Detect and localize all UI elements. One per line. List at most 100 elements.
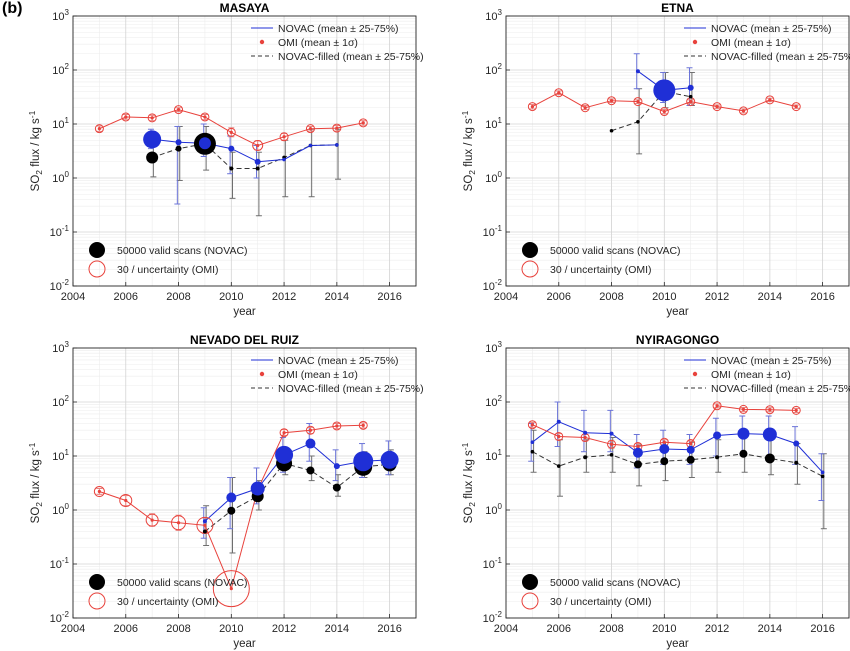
y-label-part: flux / kg s [463, 450, 475, 502]
novac-filled-marker [556, 464, 561, 468]
tick-exponent: -1 [62, 556, 70, 565]
x-axis-label: year [233, 306, 256, 318]
novac-marker [556, 419, 561, 424]
omi-marker-circle [554, 88, 564, 98]
tick-base: 10 [483, 613, 495, 625]
x-tick-label: 2014 [758, 623, 782, 635]
legend-omi-swatch [259, 39, 265, 45]
tick-exponent: -1 [495, 224, 503, 233]
omi-marker-circle [171, 515, 187, 531]
omi-marker-dot [530, 105, 534, 109]
tick-base: 10 [485, 343, 497, 355]
omi-marker-dot [335, 424, 339, 428]
y-tick-label: 102 [485, 394, 502, 409]
novac-marker [609, 431, 614, 436]
size-legend-novac-marker [522, 574, 538, 590]
novac-marker [250, 481, 265, 496]
novac-marker [583, 430, 588, 435]
omi-marker-circle [633, 97, 643, 107]
legend-omi-label: OMI (mean ± 1σ) [278, 369, 358, 381]
x-tick-label: 2004 [494, 623, 518, 635]
novac-filled-marker [530, 449, 535, 454]
novac-filled-marker [794, 460, 799, 465]
novac-marker [335, 143, 339, 147]
novac-filled-marker [202, 529, 207, 534]
legend-omi-swatch [692, 39, 698, 45]
novac-marker [305, 438, 316, 449]
legend-novac-label: NOVAC (mean ± 25-75%) [278, 23, 399, 35]
omi-marker-dot [124, 115, 128, 119]
y-label-sub: 2 [467, 502, 477, 507]
legend-filled-label: NOVAC-filled (mean ± 25-75%) [711, 51, 850, 63]
tick-exponent: 1 [498, 116, 503, 125]
x-tick-label: 2016 [377, 291, 401, 303]
y-tick-label: 101 [485, 448, 502, 463]
y-label-sup: -1 [27, 442, 37, 450]
novac-filled-marker [633, 460, 642, 469]
omi-marker-dot [794, 105, 798, 109]
omi-marker-circle [332, 123, 342, 133]
omi-marker-dot [203, 115, 207, 119]
chart-panel-1: 2004 2006 2008 2010 2012 2014 201610-210-11001… [460, 1, 850, 318]
tick-exponent: 1 [65, 448, 70, 457]
y-tick-label: 10-1 [483, 556, 503, 571]
x-tick-label: 2006 [547, 623, 571, 635]
tick-base: 10 [52, 451, 64, 463]
novac-marker [635, 69, 640, 74]
tick-base: 10 [50, 613, 62, 625]
omi-marker-circle [305, 124, 315, 134]
novac-marker [737, 427, 750, 440]
novac-line [152, 138, 337, 163]
tick-base: 10 [52, 11, 64, 23]
x-tick-label: 2014 [325, 623, 349, 635]
x-tick-label: 2012 [272, 623, 296, 635]
y-label-sub: 2 [467, 170, 477, 175]
omi-marker-circle [554, 431, 564, 441]
novac-filled-marker [820, 474, 825, 479]
x-tick-label: 2006 [114, 291, 138, 303]
omi-marker-dot [741, 407, 746, 411]
novac-marker [793, 440, 800, 447]
x-tick-label: 2014 [758, 291, 782, 303]
axes-frame [72, 15, 417, 287]
novac-filled-line [611, 90, 691, 132]
x-tick-label: 2016 [810, 291, 834, 303]
legend-omi-label: OMI (mean ± 1σ) [278, 37, 358, 49]
y-tick-label: 103 [52, 340, 69, 355]
omi-marker-circle [358, 118, 368, 128]
omi-marker-circle [147, 113, 157, 123]
x-tick-label: 2004 [61, 291, 85, 303]
x-tick-label: 2008 [166, 623, 190, 635]
x-tick-label: 2006 [114, 623, 138, 635]
novac-marker [226, 492, 237, 503]
omi-marker-circle [305, 425, 315, 435]
tick-exponent: 3 [498, 8, 503, 17]
y-label-part: flux / kg s [463, 118, 475, 170]
y-tick-label: 10-1 [483, 224, 503, 239]
omi-marker-circle [93, 486, 105, 498]
legend-novac-label: NOVAC (mean ± 25-75%) [278, 355, 399, 367]
x-tick-label: 2006 [547, 291, 571, 303]
y-tick-label: 100 [52, 170, 69, 185]
tick-exponent: -1 [62, 224, 70, 233]
y-tick-label: 100 [485, 170, 502, 185]
novac-filled-marker [636, 119, 640, 124]
y-axis-label: SO2 flux / kg s-1 [27, 110, 44, 191]
legend-novac-label: NOVAC (mean ± 25-75%) [711, 355, 832, 367]
omi-marker-circle [527, 102, 537, 112]
omi-marker-dot [335, 126, 339, 130]
size-legend-novac-label: 50000 valid scans (NOVAC) [117, 577, 248, 589]
omi-marker-dot [689, 441, 693, 446]
novac-filled-marker [175, 145, 182, 152]
y-tick-label: 10-2 [483, 278, 503, 293]
x-tick-label: 2008 [599, 623, 623, 635]
omi-marker-circle [580, 103, 590, 113]
omi-marker-circle [765, 405, 775, 415]
axes-frame [505, 15, 850, 287]
omi-marker-dot [741, 109, 746, 113]
tick-base: 10 [483, 281, 495, 293]
novac-marker [713, 431, 722, 440]
novac-marker [143, 130, 162, 149]
size-legend-omi-marker [88, 260, 106, 278]
y-axis-label: SO2 flux / kg s-1 [27, 442, 44, 523]
